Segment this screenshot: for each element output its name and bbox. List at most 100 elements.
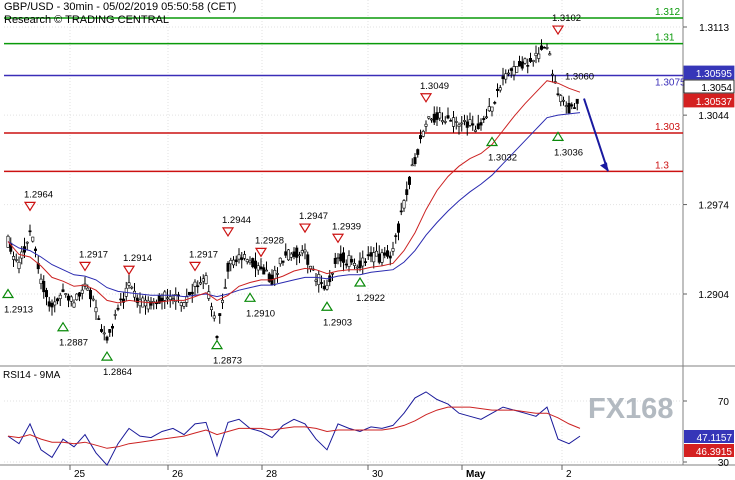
candle-body xyxy=(534,52,538,56)
candle-body xyxy=(526,65,530,67)
candle-body xyxy=(259,266,263,270)
fx168-watermark: FX168 xyxy=(588,393,674,425)
candle-body xyxy=(528,58,532,62)
candle-body xyxy=(278,257,282,265)
peak-marker-down xyxy=(551,25,565,36)
peak-marker-down xyxy=(331,233,345,244)
candle-body xyxy=(102,332,106,335)
candle-body xyxy=(446,115,450,119)
candle-body xyxy=(328,275,332,283)
trough-label: 1.3032 xyxy=(488,152,517,163)
candle-body xyxy=(465,121,469,128)
candle-body xyxy=(234,259,238,263)
price-tick-label: 1.3044 xyxy=(698,111,729,122)
candle-body xyxy=(14,259,18,261)
rsi-label-box xyxy=(684,444,734,457)
candle-body xyxy=(330,272,334,275)
trough-marker-up xyxy=(1,288,15,299)
key-level-label: 1.3 xyxy=(655,160,669,171)
candle-body xyxy=(545,47,549,49)
candle-body xyxy=(17,261,21,269)
candle-body xyxy=(113,314,117,316)
candle-body xyxy=(264,269,268,272)
peak-marker-down xyxy=(122,265,136,276)
candle-body xyxy=(300,250,304,254)
peak-marker-down xyxy=(254,247,268,258)
candle-body xyxy=(273,270,277,279)
candle-body xyxy=(506,72,510,75)
trough-marker-up xyxy=(210,339,224,350)
candle-body xyxy=(254,260,258,269)
rsi-series-line xyxy=(7,391,581,466)
candle-body xyxy=(55,298,59,302)
candle-body xyxy=(460,122,464,125)
candle-body xyxy=(116,307,120,310)
candle-body xyxy=(58,294,62,299)
candle-body xyxy=(292,251,296,257)
peak-label: 1.2947 xyxy=(299,211,328,222)
candle-body xyxy=(413,157,417,165)
candle-body xyxy=(391,248,395,252)
trough-marker-up xyxy=(56,321,70,332)
candle-body xyxy=(75,293,79,301)
candle-body xyxy=(127,282,131,286)
candle-body xyxy=(78,292,82,297)
candle-body xyxy=(495,88,499,91)
candle-body xyxy=(572,107,576,109)
price-tick-label: 1.2904 xyxy=(698,290,729,301)
price-label-box xyxy=(683,93,735,108)
candle-body xyxy=(539,45,543,50)
candle-body xyxy=(399,210,403,213)
rsi-title: RSI14 - 9MA xyxy=(3,370,61,381)
key-level-label: 1.3075 xyxy=(655,78,686,89)
candle-body xyxy=(25,241,29,244)
candle-body xyxy=(559,95,563,102)
candle-body xyxy=(155,302,159,305)
trough-marker-up xyxy=(243,292,257,302)
candle-body xyxy=(229,260,233,265)
candle-body xyxy=(97,318,101,320)
peak-marker-down xyxy=(78,261,92,272)
candle-body xyxy=(196,285,200,288)
candle-body xyxy=(188,291,192,296)
candle-body xyxy=(523,58,527,64)
annotation-label: 1.3060 xyxy=(565,72,594,83)
candle-body xyxy=(493,102,497,104)
candle-body xyxy=(358,260,362,269)
candle-body xyxy=(394,235,398,237)
candle-body xyxy=(182,302,186,307)
trough-label: 1.2903 xyxy=(323,317,352,328)
candle-body xyxy=(548,53,552,56)
price-label-text: 1.3054 xyxy=(701,83,732,94)
forecast-arrow-line xyxy=(583,98,609,172)
candle-body xyxy=(369,252,373,257)
chart-title: GBP/USD - 30min - 05/02/2019 05:50:58 (C… xyxy=(4,1,237,13)
candle-body xyxy=(281,260,285,263)
peak-marker-down xyxy=(23,201,37,212)
candle-body xyxy=(498,87,502,91)
candle-body xyxy=(471,123,475,126)
candle-body xyxy=(476,123,480,130)
candle-body xyxy=(473,129,477,132)
candle-body xyxy=(407,176,411,185)
price-label-text: 1.30537 xyxy=(696,97,733,108)
candle-body xyxy=(396,223,400,233)
candle-body xyxy=(374,250,378,257)
candle-body xyxy=(383,252,387,256)
candle-body xyxy=(550,73,554,76)
candle-body xyxy=(144,299,148,307)
candle-body xyxy=(341,252,345,263)
candle-body xyxy=(440,120,444,123)
candle-body xyxy=(537,53,541,59)
price-label-text: 1.30595 xyxy=(696,69,733,80)
candle-body xyxy=(339,253,343,262)
peak-label: 1.2917 xyxy=(189,249,218,260)
candle-body xyxy=(69,296,73,302)
trough-marker-up xyxy=(320,301,334,311)
candle-body xyxy=(347,255,351,267)
candle-body xyxy=(248,260,252,264)
candle-body xyxy=(509,68,513,71)
price-tick-label: 1.2974 xyxy=(698,201,729,212)
peak-label: 1.2928 xyxy=(255,235,284,246)
candle-body xyxy=(67,295,71,301)
